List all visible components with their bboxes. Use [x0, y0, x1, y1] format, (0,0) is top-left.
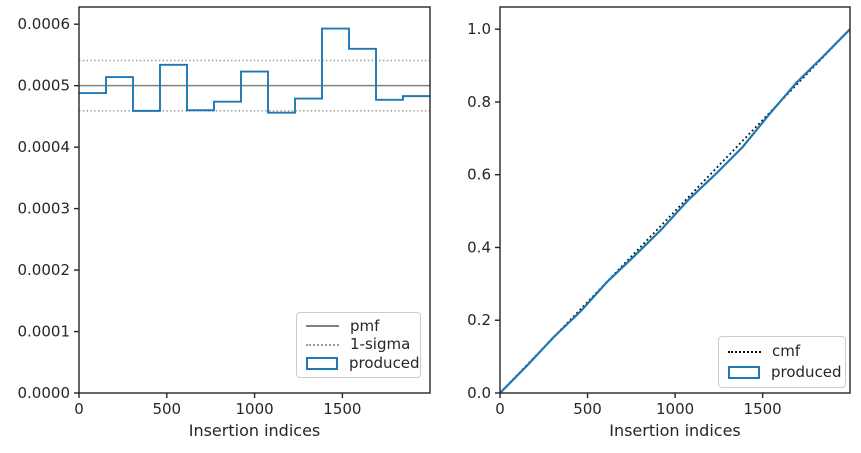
y-tick-label: 1.0 [467, 20, 491, 38]
x-axis-label: Insertion indices [609, 421, 741, 440]
legend-row-produced-right: produced [728, 365, 842, 380]
x-tick-label: 1500 [744, 400, 782, 418]
x-tick-label: 0 [74, 400, 84, 418]
produced-patch-swatch-icon [306, 357, 338, 371]
y-tick-label: 0.0000 [18, 384, 71, 402]
subplot-cmf-panel: 0 500 1000 1500 0.0 0.2 0.4 0.6 0.8 1.0 Insertion … [467, 6, 851, 440]
legend-label-pmf: pmf [350, 316, 380, 335]
subplot-pmf-panel: 0 500 1000 1500 0.0000 0.0001 0.0002 0.0003 0.00… [18, 6, 431, 440]
y-tick-label: 0.0003 [18, 200, 71, 218]
sigma-line-swatch-icon [306, 343, 339, 346]
y-tick-label: 0.6 [467, 166, 491, 184]
pmf-line-swatch-icon [306, 325, 339, 328]
y-tick-label: 0.2 [467, 311, 491, 329]
y-tick-label: 0.0006 [18, 15, 71, 33]
legend-pmf-panel: pmf 1-sigma produced [296, 312, 421, 378]
legend-label-1-sigma: 1-sigma [350, 335, 411, 354]
y-tick-label: 0.4 [467, 238, 491, 256]
x-tick-label: 0 [495, 400, 505, 418]
legend-row-cmf: cmf [728, 344, 836, 359]
x-tick-label: 1000 [235, 400, 273, 418]
x-tick-label: 500 [152, 400, 181, 418]
y-tick-label: 0.8 [467, 93, 491, 111]
legend-label-produced-right: produced [771, 363, 842, 381]
legend-label-produced: produced [349, 354, 420, 373]
legend-label-cmf: cmf [772, 342, 801, 360]
cmf-line-swatch-icon [728, 350, 761, 353]
legend-row-1-sigma: 1-sigma [306, 337, 411, 352]
x-tick-label: 1000 [656, 400, 694, 418]
y-tick-label: 0.0001 [18, 323, 71, 341]
x-tick-label: 1500 [323, 400, 361, 418]
legend-row-produced: produced [306, 356, 420, 371]
series-produced-line [79, 27, 430, 114]
x-tick-label: 500 [573, 400, 602, 418]
produced-patch-swatch-icon [728, 366, 760, 379]
x-axis-label: Insertion indices [189, 421, 321, 440]
series-produced-line [499, 28, 851, 394]
y-tick-label: 0.0004 [18, 138, 71, 156]
y-tick-label: 0.0005 [18, 77, 71, 95]
legend-row-pmf: pmf [306, 316, 411, 335]
y-tick-label: 0.0 [467, 384, 491, 402]
legend-cmf-panel: cmf produced [718, 336, 846, 388]
y-tick-label: 0.0002 [18, 261, 71, 279]
